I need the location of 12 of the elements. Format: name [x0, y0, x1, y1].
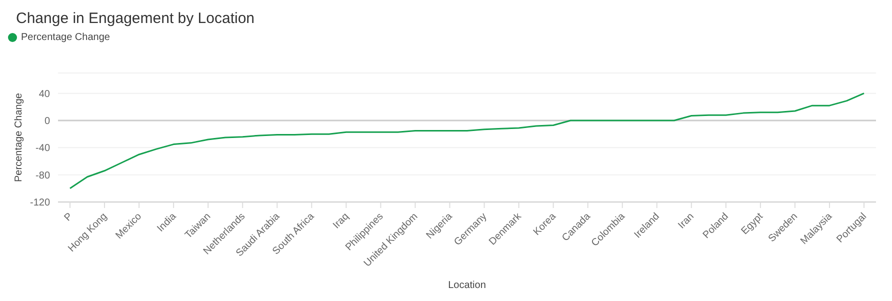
y-tick-label: 0 [44, 116, 50, 128]
y-tick-label: -40 [36, 143, 50, 154]
chart-title: Change in Engagement by Location [15, 9, 256, 29]
y-axis-title: Percentage Change [14, 92, 25, 182]
line-series [69, 92, 865, 190]
x-tick-label: P [62, 210, 76, 224]
x-tick-label: Iran [676, 211, 696, 232]
x-axis-title: Location [448, 280, 486, 291]
legend-label: Percentage Change [21, 32, 110, 43]
y-tick-label: 40 [38, 88, 50, 100]
y-tick-label: -80 [36, 170, 50, 182]
y-tick-label: -120 [30, 198, 50, 209]
